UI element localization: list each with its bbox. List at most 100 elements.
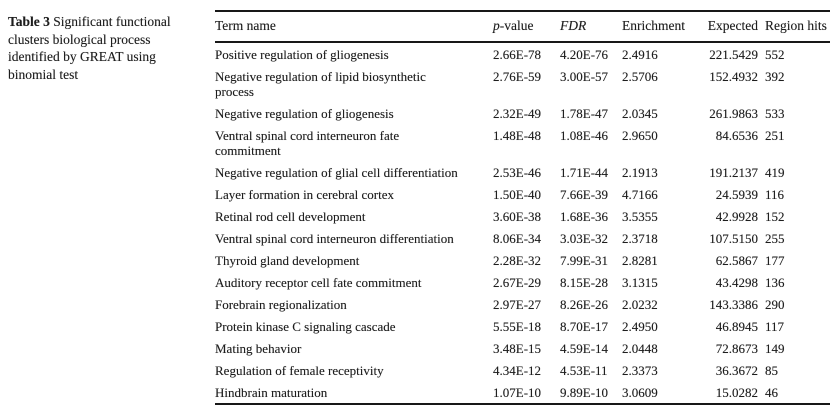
region-hits-cell: 152 xyxy=(765,208,785,224)
p-value-cell: 2.76E-59 xyxy=(493,68,542,84)
term-name-cell: Thyroid gland development xyxy=(215,252,360,268)
p-value-cell: 2.66E-78 xyxy=(493,46,542,62)
enrichment-cell: 3.1315 xyxy=(622,274,658,290)
enrichment-cell: 2.4950 xyxy=(622,318,658,334)
term-name-cell: Positive regulation of gliogenesis xyxy=(215,46,389,62)
enrichment-cell: 2.4916 xyxy=(622,46,658,62)
expected-cell: 261.9863 xyxy=(709,105,758,121)
term-name-cell: Negative regulation of lipid biosyntheti… xyxy=(215,68,426,99)
p-value-cell: 4.34E-12 xyxy=(493,362,542,378)
enrichment-cell: 3.5355 xyxy=(622,208,658,224)
caption-text: Significant functional clusters biologic… xyxy=(8,14,171,82)
p-value-cell: 2.53E-46 xyxy=(493,164,542,180)
term-name-cell: Negative regulation of gliogenesis xyxy=(215,105,394,121)
term-name-cell: Regulation of female receptivity xyxy=(215,362,384,378)
p-value-cell: 2.97E-27 xyxy=(493,296,542,312)
region-hits-cell: 177 xyxy=(765,252,785,268)
term-name-cell: Ventral spinal cord interneuron differen… xyxy=(215,230,454,246)
enrichment-cell: 2.0448 xyxy=(622,340,658,356)
col-header-region-hits: Region hits xyxy=(758,11,830,43)
table-row: Retinal rod cell development 3.60E-38 1.… xyxy=(215,205,830,227)
caption-label: Table 3 xyxy=(8,14,50,29)
table-row: Forebrain regionalization 2.97E-27 8.26E… xyxy=(215,293,830,315)
p-value-italic-p: p xyxy=(493,18,500,33)
expected-cell: 107.5150 xyxy=(709,230,758,246)
fdr-cell: 8.26E-26 xyxy=(560,296,609,312)
col-header-enrichment: Enrichment xyxy=(622,11,696,43)
enrichment-cell: 2.9650 xyxy=(622,127,658,143)
term-name-cell: Retinal rod cell development xyxy=(215,208,366,224)
p-value-cell: 3.60E-38 xyxy=(493,208,542,224)
header-row: Term name p-value FDR Enrichment Expecte… xyxy=(215,11,830,43)
enrichment-cell: 3.0609 xyxy=(622,384,658,400)
table-row: Protein kinase C signaling cascade 5.55E… xyxy=(215,315,830,337)
region-hits-cell: 290 xyxy=(765,296,785,312)
term-name-cell: Hindbrain maturation xyxy=(215,384,328,400)
table-row: Negative regulation of gliogenesis 2.32E… xyxy=(215,102,830,124)
region-hits-cell: 533 xyxy=(765,105,785,121)
fdr-cell: 1.71E-44 xyxy=(560,164,609,180)
col-header-fdr: FDR xyxy=(560,11,622,43)
p-value-cell: 2.32E-49 xyxy=(493,105,542,121)
expected-cell: 24.5939 xyxy=(715,186,758,202)
p-value-cell: 1.48E-48 xyxy=(493,127,542,143)
fdr-cell: 7.99E-31 xyxy=(560,252,609,268)
enrichment-cell: 2.8281 xyxy=(622,252,658,268)
expected-cell: 42.9928 xyxy=(715,208,758,224)
table-row: Ventral spinal cord interneuron differen… xyxy=(215,227,830,249)
fdr-cell: 1.78E-47 xyxy=(560,105,609,121)
fdr-cell: 1.68E-36 xyxy=(560,208,609,224)
region-hits-cell: 136 xyxy=(765,274,785,290)
region-hits-cell: 392 xyxy=(765,68,785,84)
enrichment-cell: 2.0345 xyxy=(622,105,658,121)
fdr-cell: 9.89E-10 xyxy=(560,384,609,400)
expected-cell: 15.0282 xyxy=(715,384,758,400)
expected-cell: 46.8945 xyxy=(715,318,758,334)
col-header-p-value: p-value xyxy=(493,11,560,43)
region-hits-cell: 46 xyxy=(765,384,778,400)
region-hits-cell: 255 xyxy=(765,230,785,246)
term-name-cell: Layer formation in cerebral cortex xyxy=(215,186,395,202)
table-row: Negative regulation of glial cell differ… xyxy=(215,161,830,183)
fdr-cell: 7.66E-39 xyxy=(560,186,609,202)
p-value-rest: -value xyxy=(499,18,534,33)
expected-cell: 143.3386 xyxy=(709,296,758,312)
expected-cell: 152.4932 xyxy=(709,68,758,84)
region-hits-cell: 85 xyxy=(765,362,778,378)
results-table: Term name p-value FDR Enrichment Expecte… xyxy=(215,10,830,405)
region-hits-cell: 552 xyxy=(765,46,785,62)
enrichment-cell: 2.5706 xyxy=(622,68,658,84)
p-value-cell: 8.06E-34 xyxy=(493,230,542,246)
p-value-cell: 3.48E-15 xyxy=(493,340,542,356)
p-value-cell: 1.50E-40 xyxy=(493,186,542,202)
term-name-cell: Forebrain regionalization xyxy=(215,296,347,312)
table-row: Thyroid gland development 2.28E-32 7.99E… xyxy=(215,249,830,271)
table-row: Mating behavior 3.48E-15 4.59E-14 2.0448… xyxy=(215,337,830,359)
table-row: Regulation of female receptivity 4.34E-1… xyxy=(215,359,830,381)
region-hits-cell: 149 xyxy=(765,340,785,356)
table-row: Negative regulation of lipid biosyntheti… xyxy=(215,65,830,102)
enrichment-cell: 2.3373 xyxy=(622,362,658,378)
expected-cell: 43.4298 xyxy=(715,274,758,290)
table-caption: Table 3 Significant functional clusters … xyxy=(8,13,200,83)
term-name-cell: Protein kinase C signaling cascade xyxy=(215,318,396,334)
term-name-cell: Ventral spinal cord interneuron fate com… xyxy=(215,127,400,158)
enrichment-cell: 2.0232 xyxy=(622,296,658,312)
fdr-cell: 3.03E-32 xyxy=(560,230,609,246)
expected-cell: 36.3672 xyxy=(715,362,758,378)
fdr-cell: 3.00E-57 xyxy=(560,68,609,84)
region-hits-cell: 116 xyxy=(765,186,785,202)
p-value-cell: 2.67E-29 xyxy=(493,274,542,290)
table-row: Auditory receptor cell fate commitment 2… xyxy=(215,271,830,293)
term-name-cell: Mating behavior xyxy=(215,340,302,356)
enrichment-cell: 4.7166 xyxy=(622,186,658,202)
table-row: Ventral spinal cord interneuron fate com… xyxy=(215,124,830,161)
fdr-cell: 8.70E-17 xyxy=(560,318,609,334)
fdr-cell: 8.15E-28 xyxy=(560,274,609,290)
p-value-cell: 2.28E-32 xyxy=(493,252,542,268)
col-header-expected: Expected xyxy=(696,11,758,43)
expected-cell: 191.2137 xyxy=(709,164,758,180)
p-value-cell: 1.07E-10 xyxy=(493,384,542,400)
term-name-cell: Auditory receptor cell fate commitment xyxy=(215,274,422,290)
